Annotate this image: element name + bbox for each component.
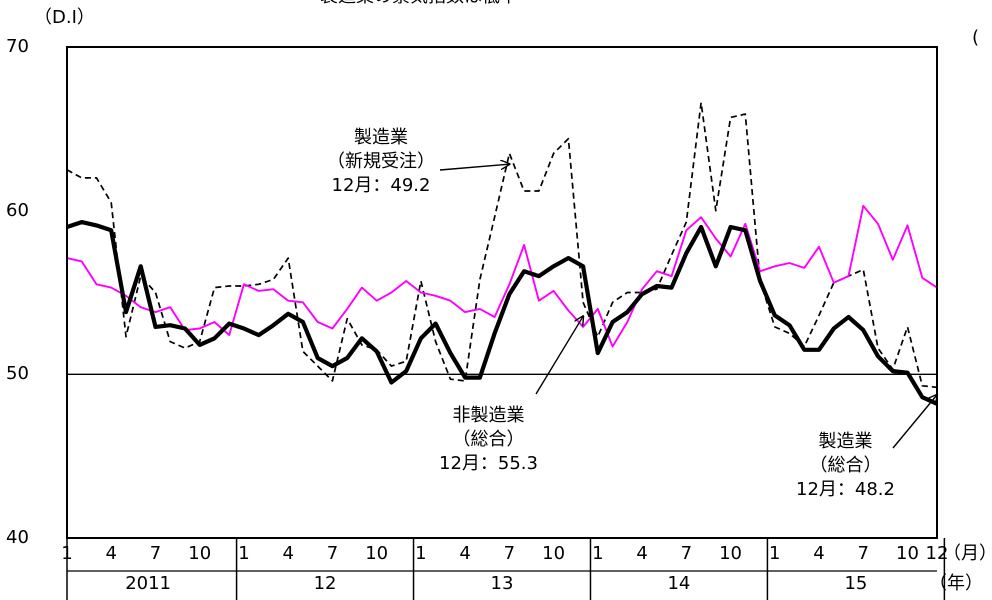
series-line-2	[66, 204, 938, 348]
x-tick-label-month: 7	[326, 543, 339, 564]
x-tick-label-year: 2011	[125, 573, 171, 594]
annotation-line: 12月：55.3	[439, 453, 538, 474]
x-tick-label-month: 1	[769, 543, 781, 564]
x-tick-label-year: 13	[490, 573, 514, 594]
x-tick-label-year: 15	[844, 573, 868, 594]
annotation-line: 製造業	[818, 431, 873, 452]
y-tick-label: 70	[6, 36, 29, 57]
y-tick-label: 50	[6, 363, 29, 385]
chart-title: 製造業の景気指数は低下	[320, 0, 518, 9]
x-tick-label-month: 10	[719, 543, 742, 564]
x-tick-label-month: 10	[188, 543, 212, 564]
x-tick-label-month: 10	[896, 543, 919, 564]
annotation-manufacturing-total: 製造業 （総合） 12月：48.2	[783, 430, 908, 502]
x-tick-label-month: 1	[238, 543, 250, 564]
annotation-line: 12月：49.2	[331, 175, 431, 196]
month-unit-label: （月）	[943, 543, 992, 564]
annotation-arrow-manufacturing-total	[892, 395, 937, 449]
x-tick-label-month: 10	[365, 543, 389, 564]
x-tick-label-month: 4	[105, 543, 117, 564]
x-tick-label-month: 7	[680, 543, 693, 564]
year-unit-label: （年）	[929, 573, 983, 594]
annotation-line: （総合）	[452, 429, 525, 450]
x-tick-label-month: 12	[925, 543, 949, 564]
x-tick-label-year: 12	[313, 573, 337, 594]
x-tick-label-month: 1	[415, 543, 427, 564]
x-tick-label-month: 4	[282, 543, 294, 564]
x-tick-label-month: 1	[592, 543, 604, 564]
annotation-line: 12月：48.2	[796, 479, 895, 500]
x-tick-label-year: 14	[667, 573, 691, 594]
right-unit-label: (	[972, 27, 980, 48]
x-tick-label-month: 7	[857, 543, 869, 564]
x-tick-label-month: 4	[459, 543, 471, 564]
y-axis-unit-label: （D.I）	[34, 7, 95, 28]
x-tick-label-month: 4	[636, 543, 648, 564]
annotation-line: 非製造業	[452, 405, 525, 426]
plot-area-frame	[66, 46, 938, 539]
x-tick-label-month: 4	[813, 543, 825, 564]
annotation-arrow-non-manufacturing	[535, 316, 583, 395]
x-tick-label-month: 10	[542, 543, 566, 564]
annotation-line: 製造業	[354, 127, 408, 148]
series-line-0	[66, 220, 938, 406]
x-tick-label-month: 7	[149, 543, 162, 564]
annotation-line: （総合）	[809, 455, 882, 476]
annotation-line: （新規受注）	[327, 151, 435, 172]
y-tick-label: 40	[6, 527, 29, 548]
annotation-non-manufacturing: 非製造業 （総合） 12月：55.3	[426, 404, 551, 476]
annotation-arrow-new-orders	[439, 164, 509, 171]
y-tick-label: 60	[6, 199, 29, 221]
annotation-manufacturing-new-orders: 製造業 （新規受注） 12月：49.2	[316, 126, 446, 198]
x-tick-label-month: 1	[61, 543, 73, 564]
x-tick-label-month: 7	[503, 543, 516, 564]
